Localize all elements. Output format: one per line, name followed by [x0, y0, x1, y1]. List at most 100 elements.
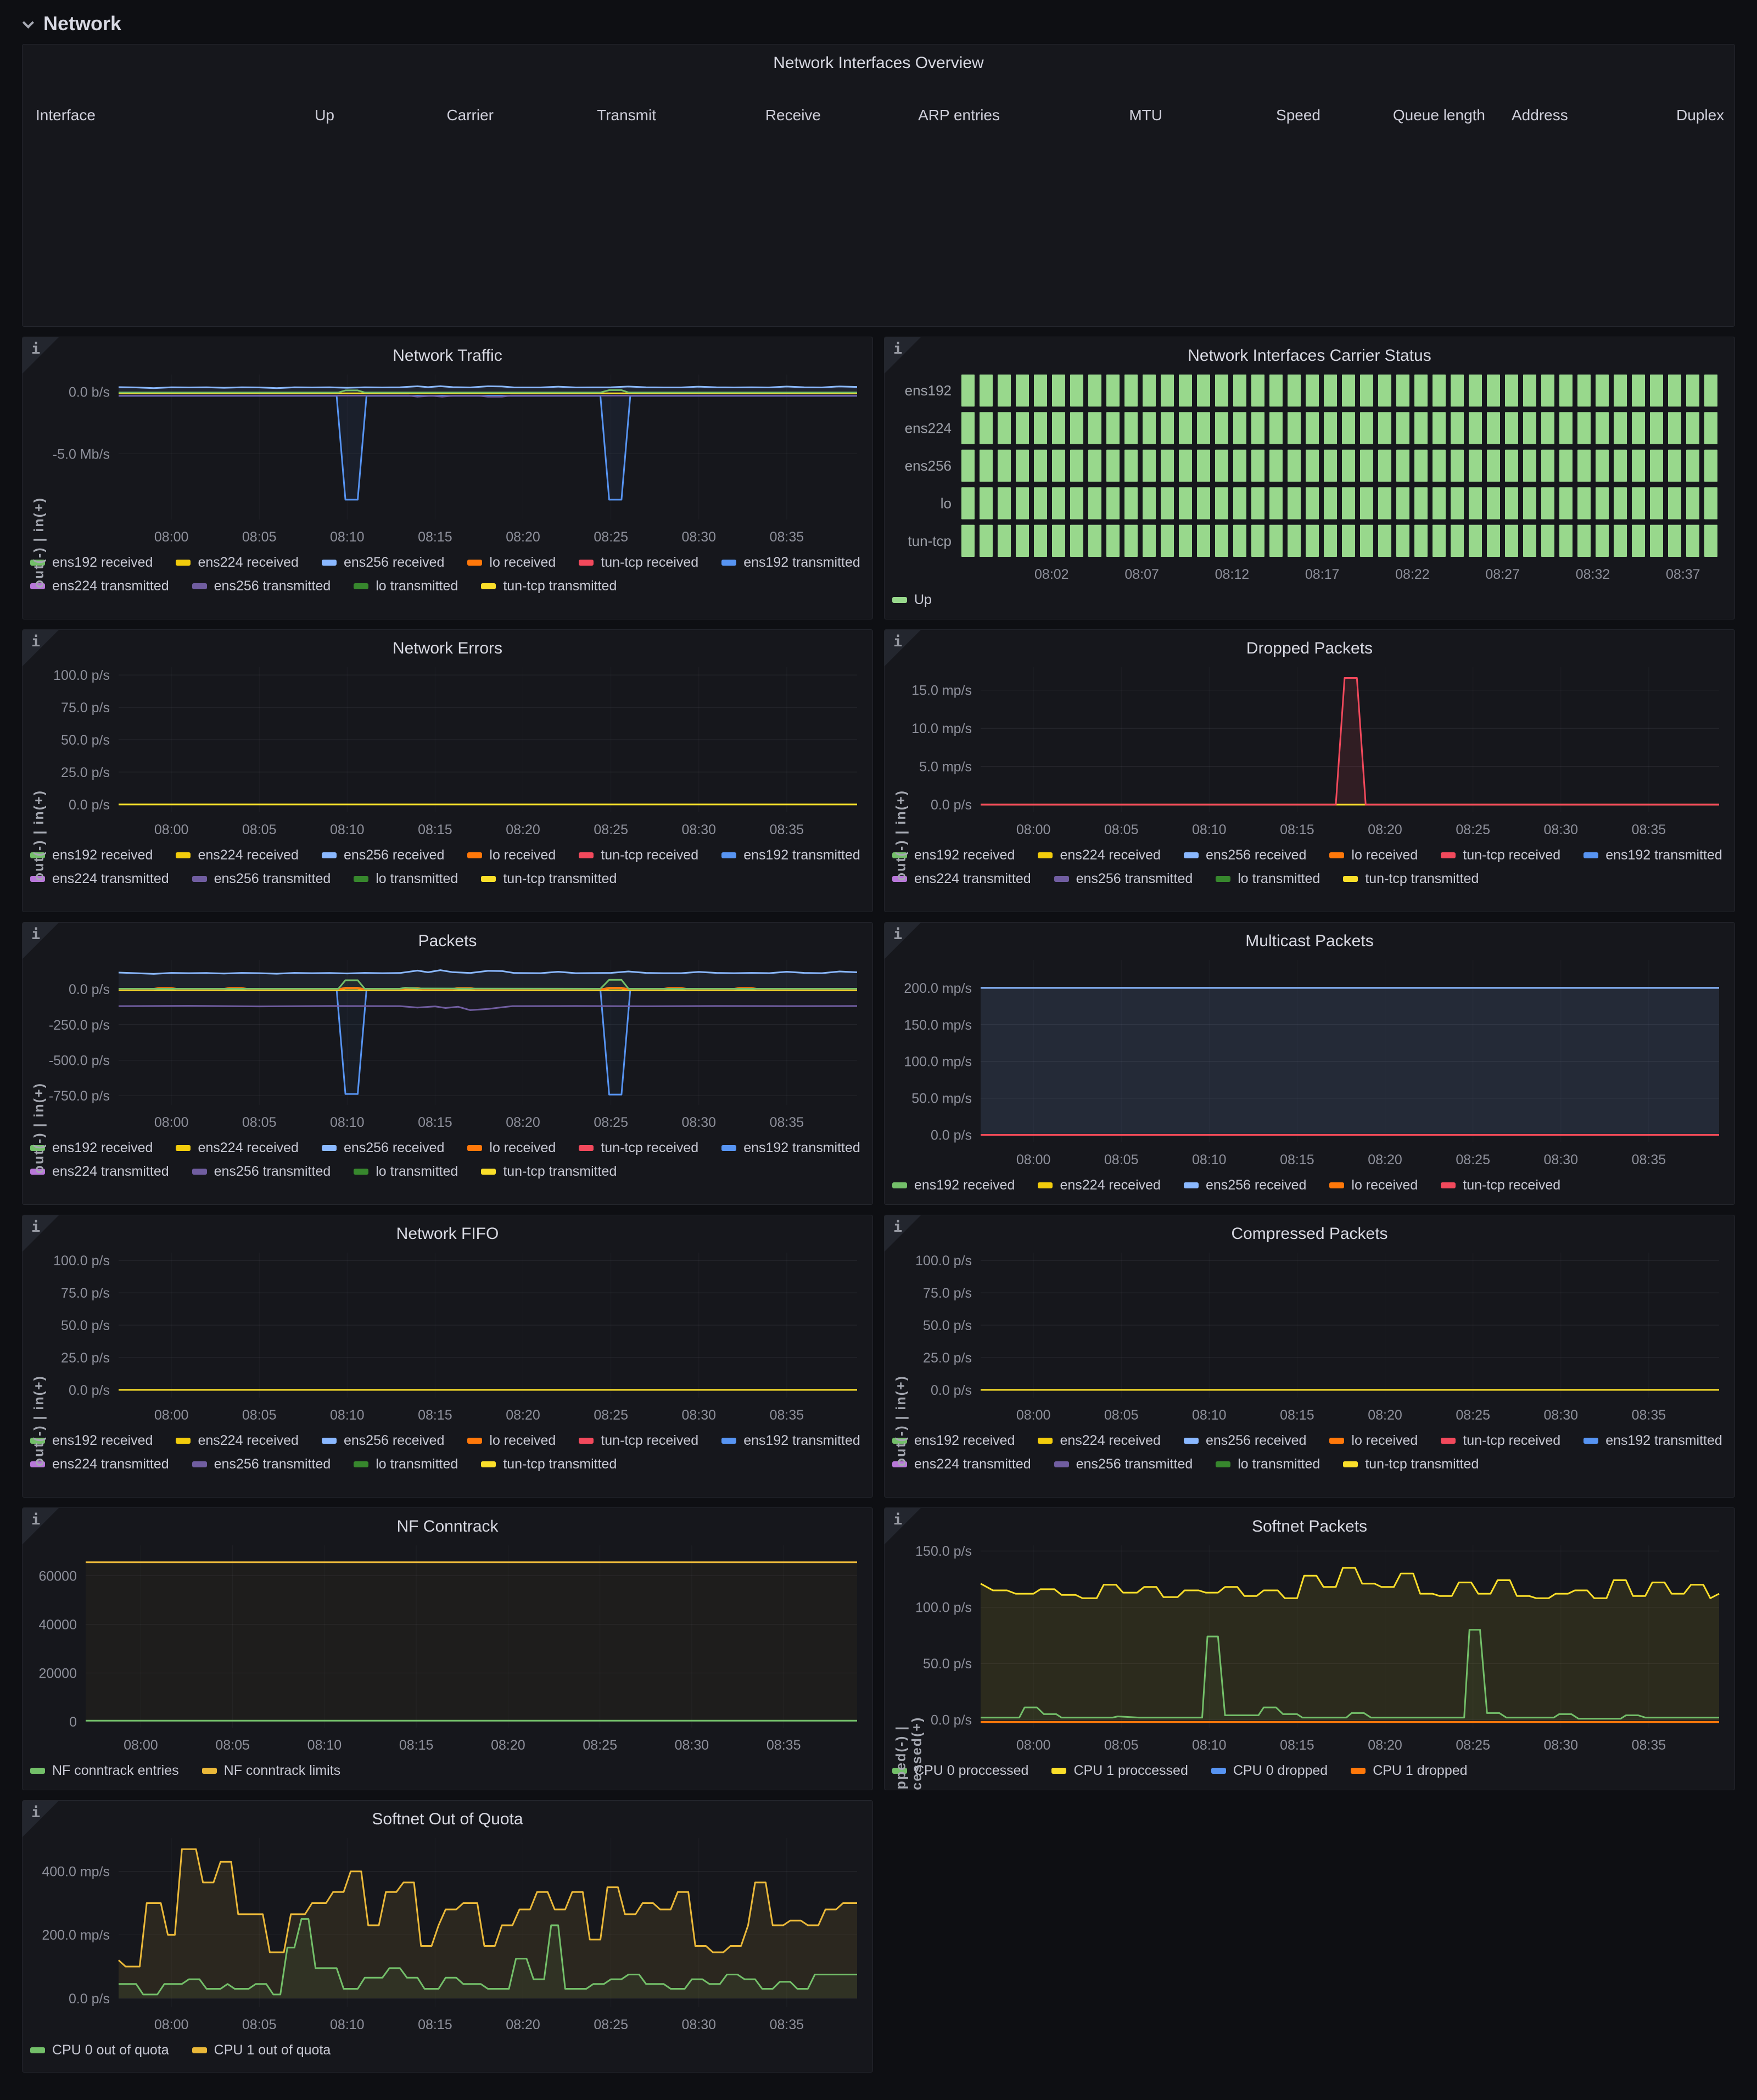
- legend-item[interactable]: ens224 received: [176, 1140, 299, 1156]
- network-fifo-chart[interactable]: 08:00 08:05 08:10 08:15 08:20 08:25 08:30 08:35…: [23, 1246, 872, 1427]
- legend-item[interactable]: CPU 0 dropped: [1211, 1763, 1328, 1779]
- legend-item[interactable]: CPU 0 proccessed: [892, 1763, 1028, 1779]
- legend-item[interactable]: lo transmitted: [354, 578, 458, 594]
- info-icon[interactable]: i: [23, 923, 59, 959]
- legend-item[interactable]: ens224 transmitted: [892, 1456, 1031, 1472]
- legend-item[interactable]: ens192 received: [30, 1140, 153, 1156]
- legend-item[interactable]: ens192 received: [30, 847, 153, 863]
- panel-title[interactable]: Network Errors: [392, 639, 503, 657]
- compressed-packets-chart[interactable]: 08:00 08:05 08:10 08:15 08:20 08:25 08:30 08:35…: [885, 1246, 1734, 1427]
- network-errors-chart[interactable]: 08:00 08:05 08:10 08:15 08:20 08:25 08:30 08:35…: [23, 661, 872, 842]
- legend-item[interactable]: ens192 received: [892, 1177, 1015, 1193]
- legend-item[interactable]: ens224 received: [176, 1433, 299, 1449]
- legend-item[interactable]: ens192 received: [30, 1433, 153, 1449]
- panel-title[interactable]: Dropped Packets: [1246, 639, 1373, 657]
- multicast-packets-chart[interactable]: 08:00 08:05 08:10 08:15 08:20 08:25 08:30 08:35…: [885, 953, 1734, 1172]
- chevron-down-icon[interactable]: [22, 16, 34, 29]
- legend-item[interactable]: tun-tcp transmitted: [481, 1164, 617, 1180]
- legend-item[interactable]: lo received: [467, 1140, 556, 1156]
- legend-item[interactable]: tun-tcp received: [579, 1433, 698, 1449]
- info-icon[interactable]: i: [885, 1508, 921, 1544]
- carrier-status-chart[interactable]: ens192 ens224 ens256 lo tun-tcp 08:02 08:07 08:…: [885, 368, 1734, 587]
- legend-item[interactable]: ens256 transmitted: [1054, 871, 1193, 887]
- legend-item[interactable]: lo transmitted: [1216, 1456, 1320, 1472]
- legend-item[interactable]: ens192 transmitted: [721, 847, 860, 863]
- legend-item[interactable]: lo transmitted: [354, 1456, 458, 1472]
- legend-item[interactable]: ens256 received: [321, 1140, 444, 1156]
- panel-title[interactable]: Network Interfaces Carrier Status: [1188, 347, 1431, 365]
- legend-item[interactable]: lo received: [467, 555, 556, 571]
- legend-item[interactable]: tun-tcp transmitted: [1343, 1456, 1479, 1472]
- legend-item[interactable]: CPU 0 out of quota: [30, 2042, 169, 2058]
- col-queue-length[interactable]: Queue length: [1392, 107, 1485, 124]
- legend-item[interactable]: tun-tcp transmitted: [481, 578, 617, 594]
- info-icon[interactable]: i: [23, 337, 59, 373]
- legend-item[interactable]: ens224 received: [1038, 1177, 1161, 1193]
- legend-item[interactable]: lo received: [1329, 847, 1418, 863]
- col-mtu[interactable]: MTU: [1129, 107, 1162, 124]
- legend-item[interactable]: ens192 transmitted: [721, 555, 860, 571]
- col-carrier[interactable]: Carrier: [446, 107, 494, 124]
- softnet-packets-chart[interactable]: 08:00 08:05 08:10 08:15 08:20 08:25 08:30 08:35…: [885, 1539, 1734, 1757]
- legend-item[interactable]: CPU 1 out of quota: [192, 2042, 331, 2058]
- legend-item[interactable]: ens224 received: [1038, 847, 1161, 863]
- legend-item[interactable]: ens256 transmitted: [1054, 1456, 1193, 1472]
- legend-item[interactable]: ens256 received: [1183, 1177, 1306, 1193]
- legend-item[interactable]: ens224 transmitted: [30, 1456, 169, 1472]
- legend-item[interactable]: ens256 received: [321, 1433, 444, 1449]
- legend-item[interactable]: ens256 received: [321, 555, 444, 571]
- col-address[interactable]: Address: [1512, 107, 1568, 124]
- panel-title[interactable]: Multicast Packets: [1245, 932, 1374, 950]
- col-arp-entries[interactable]: ARP entries: [918, 107, 1000, 124]
- panel-title[interactable]: Compressed Packets: [1231, 1225, 1388, 1243]
- legend-item[interactable]: lo received: [1329, 1433, 1418, 1449]
- legend-item[interactable]: ens192 received: [892, 1433, 1015, 1449]
- info-icon[interactable]: i: [23, 630, 59, 666]
- legend-item[interactable]: ens224 received: [176, 555, 299, 571]
- col-duplex[interactable]: Duplex: [1676, 107, 1725, 124]
- info-icon[interactable]: i: [885, 337, 921, 373]
- legend-item[interactable]: ens256 transmitted: [192, 578, 331, 594]
- legend-item[interactable]: NF conntrack entries: [30, 1763, 179, 1779]
- legend-item[interactable]: lo transmitted: [1216, 871, 1320, 887]
- packets-chart[interactable]: 08:00 08:05 08:10 08:15 08:20 08:25 08:30 08:35…: [23, 953, 872, 1135]
- legend-item[interactable]: ens224 received: [176, 847, 299, 863]
- dropped-packets-chart[interactable]: 08:00 08:05 08:10 08:15 08:20 08:25 08:30 08:35…: [885, 661, 1734, 842]
- legend-item[interactable]: ens192 received: [892, 847, 1015, 863]
- info-icon[interactable]: i: [23, 1215, 59, 1252]
- legend-item[interactable]: tun-tcp received: [1441, 1177, 1560, 1193]
- info-icon[interactable]: i: [885, 1215, 921, 1252]
- legend-item[interactable]: ens256 transmitted: [192, 871, 331, 887]
- legend-item[interactable]: ens256 received: [1183, 1433, 1306, 1449]
- legend-item[interactable]: CPU 1 proccessed: [1051, 1763, 1188, 1779]
- legend-item[interactable]: tun-tcp transmitted: [1343, 871, 1479, 887]
- legend-item[interactable]: ens192 transmitted: [721, 1140, 860, 1156]
- section-row-network[interactable]: Network: [22, 8, 1735, 40]
- legend-item[interactable]: ens192 received: [30, 555, 153, 571]
- panel-title[interactable]: Packets: [418, 932, 477, 950]
- panel-title[interactable]: Network FIFO: [396, 1225, 499, 1243]
- panel-title[interactable]: Softnet Packets: [1251, 1517, 1368, 1535]
- legend-item[interactable]: ens224 transmitted: [30, 871, 169, 887]
- nf-conntrack-chart[interactable]: 08:00 08:05 08:10 08:15 08:20 08:25 08:30 08:35…: [23, 1539, 872, 1757]
- legend-item[interactable]: lo transmitted: [354, 871, 458, 887]
- panel-title[interactable]: NF Conntrack: [396, 1517, 499, 1535]
- legend-item[interactable]: tun-tcp transmitted: [481, 871, 617, 887]
- legend-item[interactable]: ens256 transmitted: [192, 1456, 331, 1472]
- legend-item[interactable]: tun-tcp transmitted: [481, 1456, 617, 1472]
- legend-item[interactable]: ens224 transmitted: [30, 578, 169, 594]
- legend-item[interactable]: tun-tcp received: [579, 847, 698, 863]
- legend-item[interactable]: ens256 received: [321, 847, 444, 863]
- info-icon[interactable]: i: [23, 1508, 59, 1544]
- legend-item[interactable]: lo received: [1329, 1177, 1418, 1193]
- info-icon[interactable]: i: [885, 630, 921, 666]
- legend-item[interactable]: CPU 1 dropped: [1351, 1763, 1468, 1779]
- legend-item[interactable]: ens192 transmitted: [1583, 847, 1722, 863]
- softnet-out-of-quota-chart[interactable]: 08:00 08:05 08:10 08:15 08:20 08:25 08:30 08:35…: [23, 1831, 872, 2037]
- col-receive[interactable]: Receive: [765, 107, 821, 124]
- legend-item[interactable]: tun-tcp received: [1441, 1433, 1560, 1449]
- legend-item[interactable]: ens224 transmitted: [892, 871, 1031, 887]
- legend-item[interactable]: ens192 transmitted: [721, 1433, 860, 1449]
- panel-title[interactable]: Network Interfaces Overview: [773, 54, 984, 72]
- col-up[interactable]: Up: [315, 107, 334, 124]
